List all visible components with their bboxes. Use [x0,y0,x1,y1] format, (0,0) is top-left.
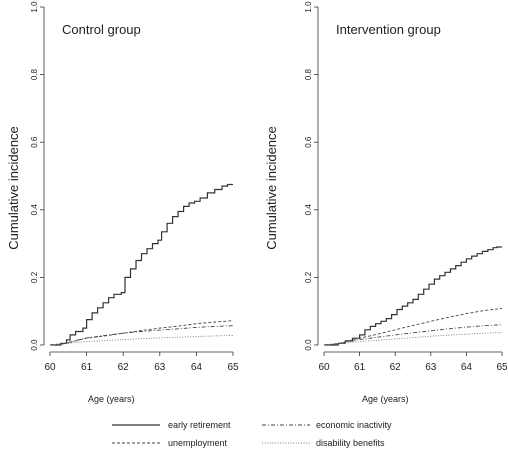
panel-title: Control group [62,22,141,37]
x-tick-label: 62 [118,362,130,373]
series-line-disability-benefits [49,335,234,346]
y-axis-title: Cumulative incidence [264,126,279,250]
y-axis-title: Cumulative incidence [6,126,21,250]
legend-item-economic-inactivity: economic inactivity [262,420,392,430]
panel-intervention: 0.0 0.2 0.4 0.6 0.8 1.0 60 61 62 63 64 65 Cumulative… [264,1,508,404]
x-tick-label: 63 [425,362,437,373]
x-tick-label: 61 [81,362,93,373]
legend-item-disability-benefits: disability benefits [262,438,385,448]
y-tick-label: 1.0 [30,1,39,13]
x-axis-title: Age (years) [88,394,135,404]
series-line-economic-inactivity [323,324,503,346]
y-tick-label: 0.8 [30,68,39,80]
legend-item-unemployment: unemployment [112,438,228,448]
y-tick-label: 0.0 [30,339,39,351]
y-tick-label: 1.0 [304,1,313,13]
x-tick-label: 60 [318,362,330,373]
y-tick-label: 0.4 [304,204,313,216]
series-line-disability-benefits [323,332,503,346]
panel-control: 0.0 0.2 0.4 0.6 0.8 1.0 60 61 62 63 64 65 Cumulative… [6,1,239,404]
y-tick-label: 0.8 [304,68,313,80]
x-tick-label: 63 [154,362,166,373]
series-line-unemployment [323,308,503,346]
y-tick-label: 0.6 [30,136,39,148]
x-axis-title: Age (years) [362,394,409,404]
x-tick-label: 64 [461,362,473,373]
x-tick-label: 61 [354,362,366,373]
legend-label: unemployment [168,438,228,448]
legend-label: economic inactivity [316,420,392,430]
y-tick-label: 0.0 [304,339,313,351]
x-tick-label: 60 [44,362,56,373]
panel-title: Intervention group [336,22,441,37]
y-tick-label: 0.4 [30,204,39,216]
x-tick-label: 65 [227,362,239,373]
y-tick-label: 0.6 [304,136,313,148]
x-tick-label: 65 [496,362,508,373]
y-tick-label: 0.2 [304,271,313,283]
legend-label: early retirement [168,420,231,430]
x-tick-label: 64 [191,362,203,373]
series-line-early-retirement [324,246,502,346]
legend-item-early-retirement: early retirement [112,420,231,430]
x-tick-label: 62 [390,362,402,373]
legend: early retirement economic inactivity unemp… [112,420,392,448]
series-line-early-retirement [50,183,233,346]
series-line-unemployment [49,320,234,346]
y-tick-label: 0.2 [30,271,39,283]
legend-label: disability benefits [316,438,385,448]
series-line-economic-inactivity [49,325,234,346]
